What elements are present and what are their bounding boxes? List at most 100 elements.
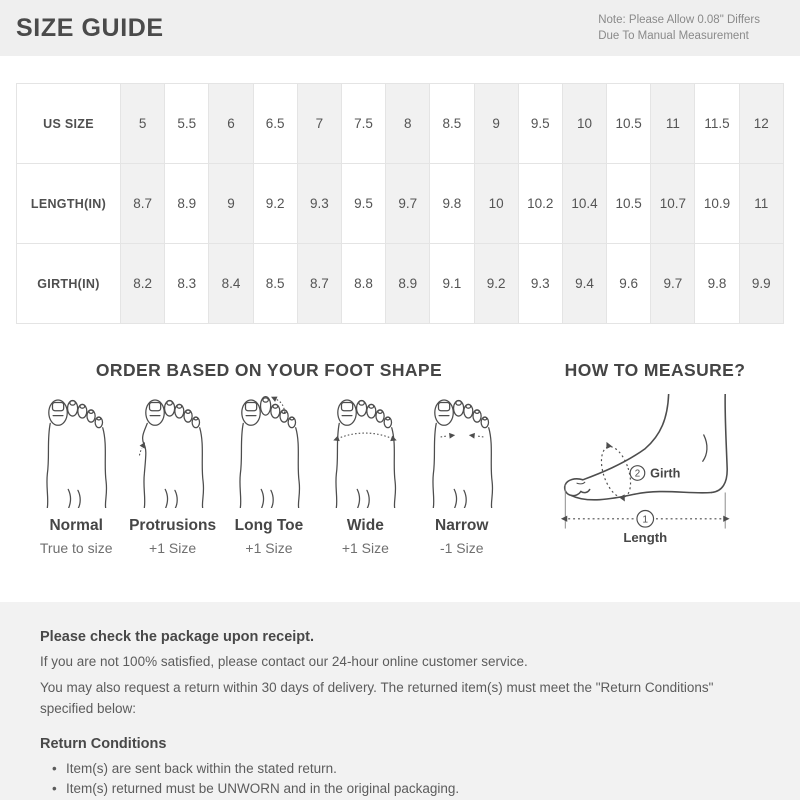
foot-long-toe-illustration xyxy=(239,396,301,508)
table-cell: 10.5 xyxy=(606,163,652,244)
middle-section: ORDER BASED ON YOUR FOOT SHAPE Normal Tr… xyxy=(0,360,800,556)
table-cell: 9.7 xyxy=(385,163,431,244)
foot-normal-illustration xyxy=(46,399,108,508)
table-cell: 12 xyxy=(738,83,785,164)
shape-item-long-toe: Long Toe +1 Size xyxy=(221,396,317,556)
shape-item-protrusions: Protrusions +1 Size xyxy=(124,396,220,556)
table-cell: 9.6 xyxy=(606,243,652,324)
package-check-heading: Please check the package upon receipt. xyxy=(40,629,315,645)
foot-shape-title: ORDER BASED ON YOUR FOOT SHAPE xyxy=(95,360,443,380)
size-table: US SIZE 5 5.5 6 6.5 7 7.5 8 8.5 9 9.5 10… xyxy=(16,83,785,324)
note-line-1: Note: Please Allow 0.08" Differs xyxy=(598,14,760,26)
page-title: SIZE GUIDE xyxy=(16,13,164,42)
note-line-2: Due To Manual Measurement xyxy=(598,30,749,42)
table-cell: 10.7 xyxy=(650,163,696,244)
table-cell: 9.1 xyxy=(429,243,475,324)
table-cell: 5 xyxy=(119,83,166,164)
shape-size-advice: True to size xyxy=(39,540,113,556)
bullet-text: Item(s) returned must be UNWORN and in t… xyxy=(66,781,460,796)
table-cell: 6 xyxy=(208,83,254,164)
foot-protrusions-illustration xyxy=(138,399,204,508)
table-cell: 8.4 xyxy=(208,243,254,324)
shape-name: Narrow xyxy=(435,517,489,534)
table-cell: 9.2 xyxy=(473,243,519,324)
table-cell: 8.9 xyxy=(164,163,210,244)
foot-narrow-illustration xyxy=(432,399,493,508)
table-cell: 9.7 xyxy=(650,243,696,324)
measure-title: HOW TO MEASURE? xyxy=(564,360,746,380)
bullet-text: Item(s) are sent back within the stated … xyxy=(66,761,337,776)
size-table-wrap: US SIZE 5 5.5 6 6.5 7 7.5 8 8.5 9 9.5 10… xyxy=(16,83,785,324)
table-cell: 7 xyxy=(296,83,342,164)
table-cell: 9.8 xyxy=(694,243,740,324)
table-cell: 10.9 xyxy=(694,163,740,244)
table-cell: 9.2 xyxy=(252,163,298,244)
table-cell: 11.5 xyxy=(694,83,740,164)
table-row-length: LENGTH(IN) 8.7 8.9 9 9.2 9.3 9.5 9.7 9.8… xyxy=(16,163,785,244)
table-cell: 10.5 xyxy=(606,83,652,164)
shape-size-advice: +1 Size xyxy=(149,540,197,556)
footer-section: Please check the package upon receipt. I… xyxy=(0,602,800,800)
table-cell: 8.5 xyxy=(252,243,298,324)
table-cell: 9.5 xyxy=(517,83,563,164)
shape-name: Wide xyxy=(346,517,384,534)
table-cell: 8.7 xyxy=(296,243,342,324)
table-cell: 9 xyxy=(473,83,519,164)
shape-size-advice: -1 Size xyxy=(439,540,484,556)
table-cell: 9.3 xyxy=(517,243,563,324)
table-cell: 8.7 xyxy=(119,163,166,244)
table-cell: 9.5 xyxy=(340,163,387,244)
bullet-icon: • xyxy=(52,761,57,776)
shape-name: Normal xyxy=(49,517,103,534)
table-cell: 8.9 xyxy=(385,243,431,324)
table-cell: 9 xyxy=(208,163,254,244)
length-label: Length xyxy=(623,530,667,545)
table-cell: 10 xyxy=(473,163,519,244)
measurement-note: Note: Please Allow 0.08" Differs Due To … xyxy=(598,12,760,44)
shape-item-wide: Wide +1 Size xyxy=(317,396,413,556)
satisfaction-line: If you are not 100% satisfied, please co… xyxy=(40,654,528,669)
row-label: LENGTH(IN) xyxy=(16,163,121,244)
table-cell: 8.2 xyxy=(119,243,166,324)
table-cell: 6.5 xyxy=(252,83,298,164)
foot-shapes-row: Normal True to size Protrusions +1 Size xyxy=(28,396,510,556)
return-request-line: You may also request a return within 30 … xyxy=(40,680,714,716)
length-step-number: 1 xyxy=(642,515,648,526)
table-cell: 8.3 xyxy=(164,243,210,324)
table-cell: 9.3 xyxy=(296,163,342,244)
shape-size-advice: +1 Size xyxy=(341,540,389,556)
girth-label: Girth xyxy=(650,466,680,480)
foot-shape-section: ORDER BASED ON YOUR FOOT SHAPE Normal Tr… xyxy=(28,360,510,556)
table-cell: 8.8 xyxy=(340,243,387,324)
return-condition-item: • Item(s) returned must be UNWORN and in… xyxy=(52,779,760,799)
table-cell: 9.9 xyxy=(738,243,785,324)
table-cell: 10.2 xyxy=(517,163,563,244)
measure-section: HOW TO MEASURE? 2 Girth xyxy=(544,360,766,556)
table-cell: 7.5 xyxy=(340,83,387,164)
shape-name: Long Toe xyxy=(234,517,304,534)
table-cell: 9.8 xyxy=(429,163,475,244)
table-cell: 8 xyxy=(385,83,431,164)
measure-foot-illustration: 2 Girth 1 Length xyxy=(560,394,730,545)
foot-wide-illustration xyxy=(333,399,398,508)
return-conditions-heading: Return Conditions xyxy=(40,736,167,752)
shape-size-advice: +1 Size xyxy=(245,540,293,556)
table-row-girth: GIRTH(IN) 8.2 8.3 8.4 8.5 8.7 8.8 8.9 9.… xyxy=(16,243,785,324)
table-cell: 11 xyxy=(650,83,696,164)
return-condition-item: • Item(s) are sent back within the state… xyxy=(52,759,760,779)
table-cell: 5.5 xyxy=(164,83,210,164)
shape-name: Protrusions xyxy=(129,517,217,534)
table-cell: 8.5 xyxy=(429,83,475,164)
shape-item-normal: Normal True to size xyxy=(28,396,124,556)
shape-item-narrow: Narrow -1 Size xyxy=(414,396,510,556)
row-label: GIRTH(IN) xyxy=(16,243,121,324)
table-cell: 10 xyxy=(561,83,608,164)
bullet-icon: • xyxy=(52,781,57,796)
row-label: US SIZE xyxy=(16,83,121,164)
table-cell: 9.4 xyxy=(561,243,608,324)
table-cell: 10.4 xyxy=(561,163,608,244)
table-row-us-size: US SIZE 5 5.5 6 6.5 7 7.5 8 8.5 9 9.5 10… xyxy=(16,83,785,164)
table-cell: 11 xyxy=(738,163,785,244)
header: SIZE GUIDE Note: Please Allow 0.08" Diff… xyxy=(0,0,800,56)
